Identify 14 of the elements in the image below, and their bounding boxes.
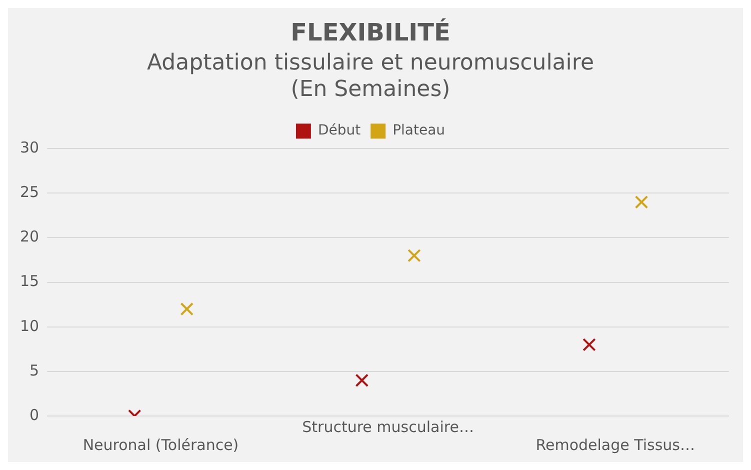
- x-tick-label: Neuronal (Tolérance): [82, 436, 239, 454]
- x-tick-label: Structure musculaire…: [302, 418, 474, 436]
- x-tick-label: Remodelage Tissus…: [536, 436, 695, 454]
- legend-label: Début: [318, 122, 362, 139]
- chart-title: FLEXIBILITÉ: [290, 18, 450, 47]
- chart-subtitle: Adaptation tissulaire et neuromusculaire (En Semaines): [147, 50, 594, 102]
- legend-label: Plateau: [392, 122, 446, 139]
- y-tick-label: 15: [20, 272, 40, 290]
- y-tick-label: 0: [30, 406, 40, 424]
- y-tick-label: 20: [20, 228, 40, 246]
- y-tick-label: 10: [20, 316, 40, 335]
- y-tick-label: 25: [20, 183, 40, 202]
- y-tick-label: 5: [30, 361, 40, 380]
- y-tick-label: 30: [20, 138, 40, 156]
